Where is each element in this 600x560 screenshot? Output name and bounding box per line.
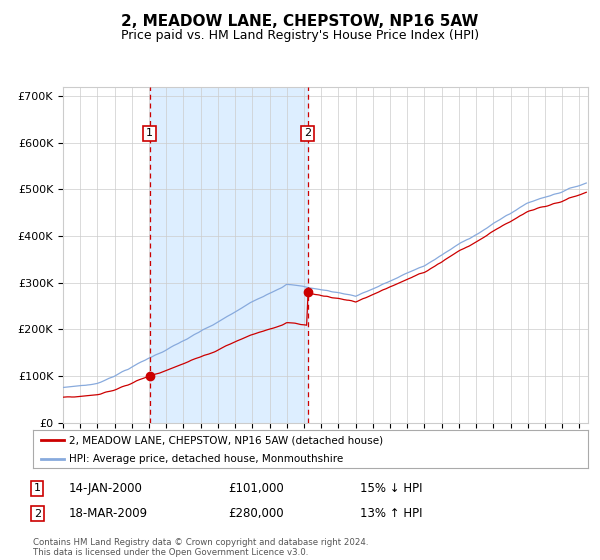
Text: Price paid vs. HM Land Registry's House Price Index (HPI): Price paid vs. HM Land Registry's House … <box>121 29 479 42</box>
Text: 2, MEADOW LANE, CHEPSTOW, NP16 5AW (detached house): 2, MEADOW LANE, CHEPSTOW, NP16 5AW (deta… <box>69 435 383 445</box>
Text: 1: 1 <box>146 128 153 138</box>
Text: 14-JAN-2000: 14-JAN-2000 <box>69 482 143 495</box>
Text: 2: 2 <box>304 128 311 138</box>
Text: 1: 1 <box>34 483 41 493</box>
Text: 18-MAR-2009: 18-MAR-2009 <box>69 507 148 520</box>
Bar <box>150 87 308 423</box>
Text: HPI: Average price, detached house, Monmouthshire: HPI: Average price, detached house, Monm… <box>69 454 343 464</box>
Text: £280,000: £280,000 <box>228 507 284 520</box>
Text: 15% ↓ HPI: 15% ↓ HPI <box>360 482 422 495</box>
Text: 2, MEADOW LANE, CHEPSTOW, NP16 5AW: 2, MEADOW LANE, CHEPSTOW, NP16 5AW <box>121 14 479 29</box>
Text: Contains HM Land Registry data © Crown copyright and database right 2024.
This d: Contains HM Land Registry data © Crown c… <box>33 538 368 557</box>
Text: 2: 2 <box>34 508 41 519</box>
Text: 13% ↑ HPI: 13% ↑ HPI <box>360 507 422 520</box>
Text: £101,000: £101,000 <box>228 482 284 495</box>
